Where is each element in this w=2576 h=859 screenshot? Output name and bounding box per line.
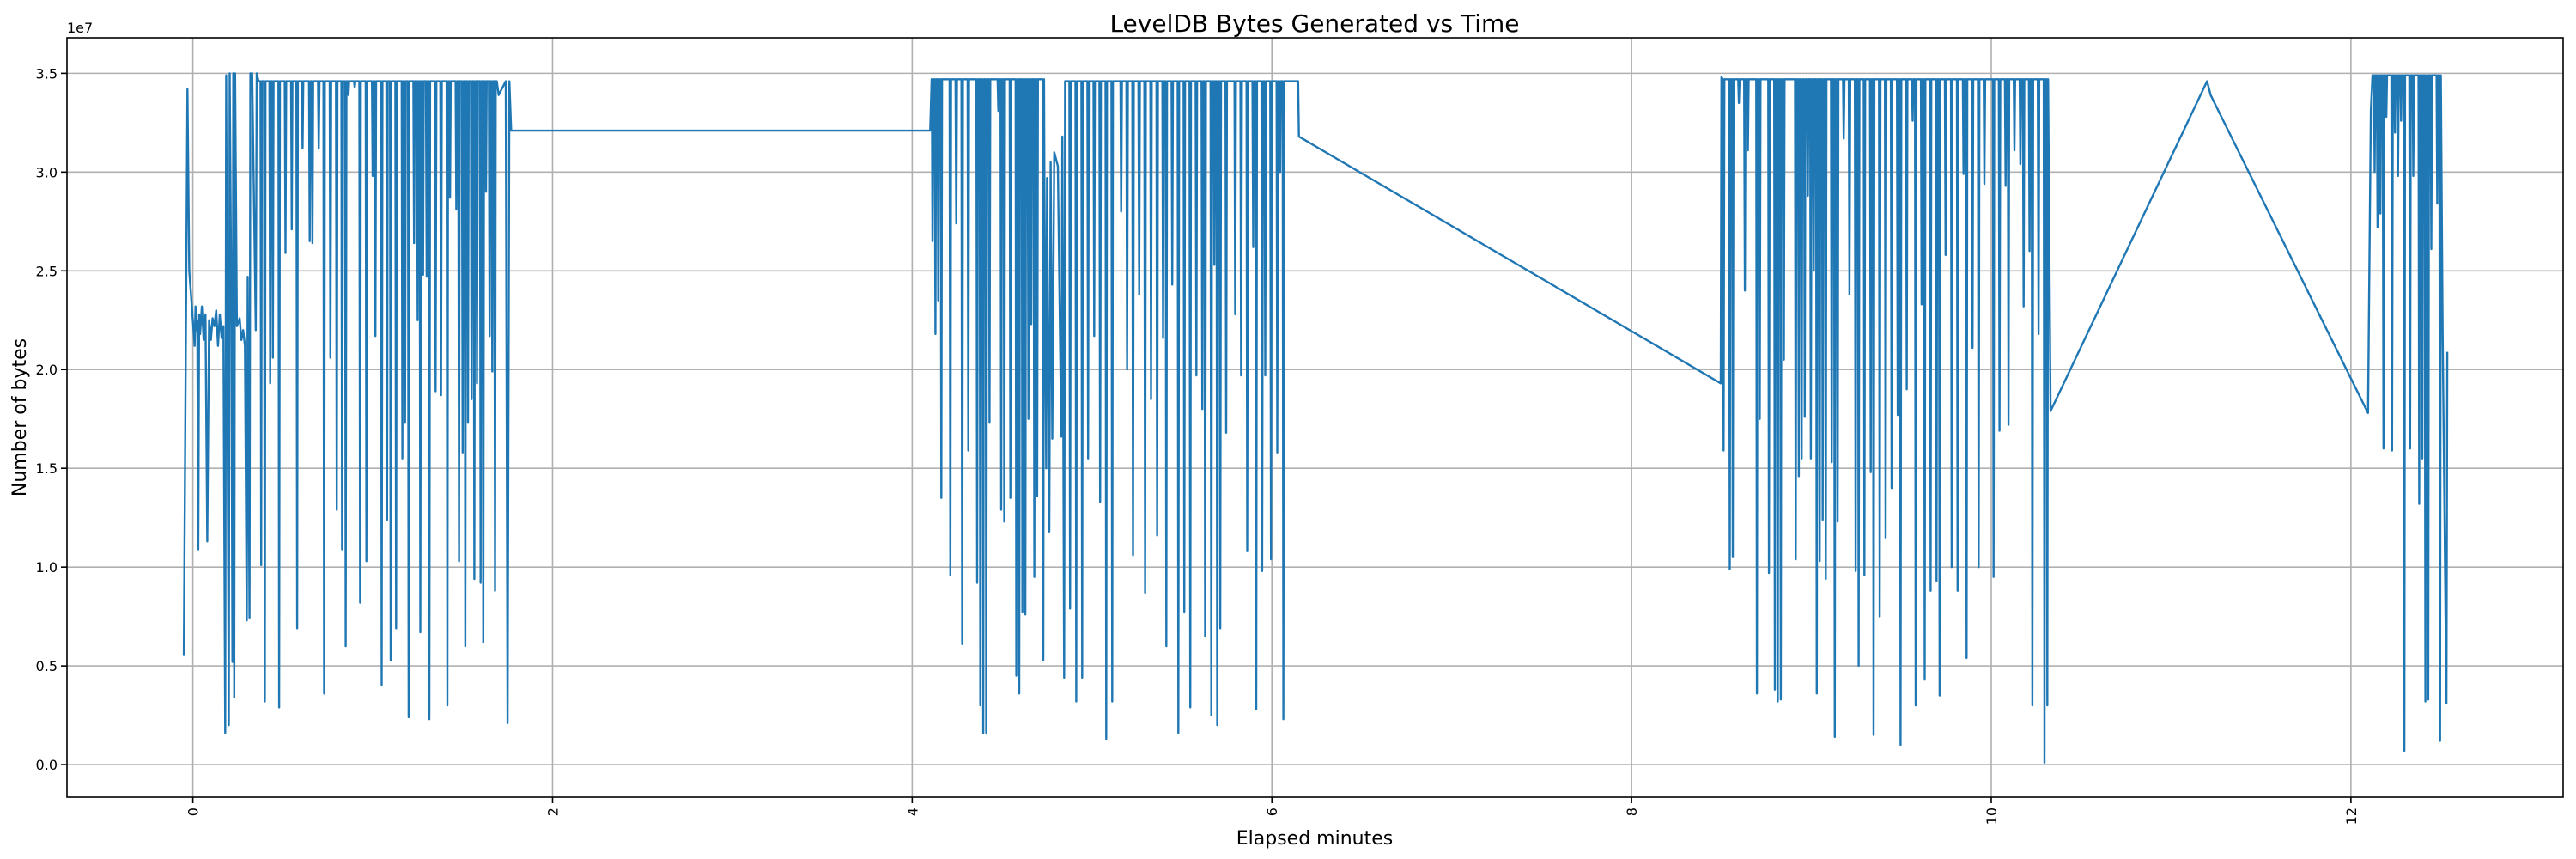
series-line-bytes [182, 72, 2449, 764]
y-axis-label: Number of bytes [9, 338, 31, 497]
x-tick-label: 8 [1624, 807, 1640, 816]
x-tick-label: 0 [185, 807, 202, 816]
x-tick-label: 2 [544, 807, 561, 816]
y-tick-label: 2.0 [36, 362, 58, 378]
plot-frame [66, 37, 2564, 798]
y-axis-ticks: 0.0 0.5 1.0 1.5 2.0 2.5 3.0 3.5 [36, 65, 67, 773]
y-tick-label: 0.5 [36, 658, 58, 674]
y-tick-label: 1.0 [36, 559, 58, 576]
x-tick-label: 4 [904, 807, 920, 816]
data-series [182, 72, 2449, 764]
y-tick-label: 1.5 [36, 460, 58, 477]
y-tick-label: 3.0 [36, 164, 58, 180]
y-tick-label: 0.0 [36, 757, 58, 773]
y-offset-text: 1e7 [67, 20, 93, 36]
y-tick-label: 3.5 [36, 65, 58, 82]
y-tick-label: 2.5 [36, 263, 58, 279]
x-tick-label: 6 [1264, 807, 1280, 816]
x-tick-label: 10 [1984, 807, 2000, 825]
grid-lines [67, 38, 2563, 797]
x-axis-ticks: 0 2 4 6 8 10 12 [185, 797, 2360, 825]
x-axis-label: Elapsed minutes [1236, 828, 1393, 850]
chart-title: LevelDB Bytes Generated vs Time [1109, 9, 1519, 38]
x-tick-label: 12 [2343, 807, 2360, 825]
